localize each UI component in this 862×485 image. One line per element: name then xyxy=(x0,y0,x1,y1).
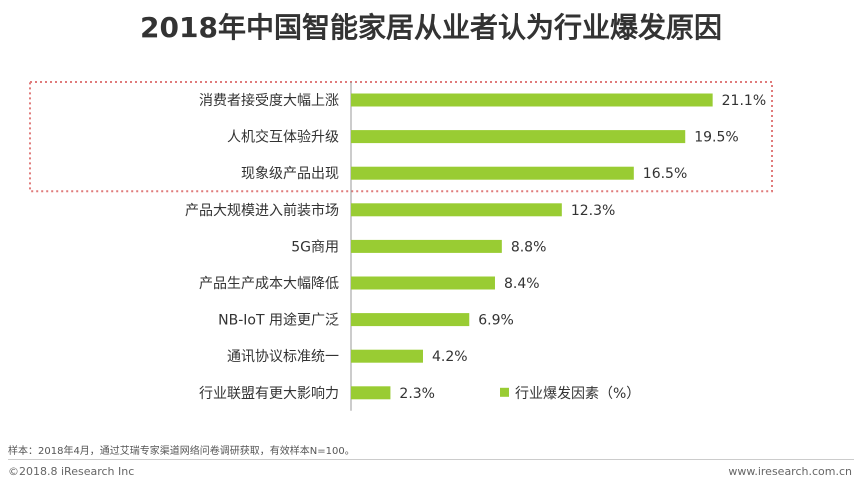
value-label: 2.3% xyxy=(399,386,435,402)
bar xyxy=(351,239,502,253)
value-label: 16.5% xyxy=(643,166,687,182)
value-label: 4.2% xyxy=(432,349,468,365)
legend-swatch xyxy=(500,387,509,397)
category-label: 现象级产品出现 xyxy=(241,166,339,182)
value-label: 12.3% xyxy=(571,203,615,219)
category-label: 产品大规模进入前装市场 xyxy=(185,202,339,219)
sample-note: 样本：2018年4月，通过艾瑞专家渠道网络问卷调研获取，有效样本N=100。 xyxy=(8,446,355,457)
bar xyxy=(351,349,423,363)
bar xyxy=(351,166,634,180)
value-label: 6.9% xyxy=(478,313,514,329)
category-label: 人机交互体验升级 xyxy=(227,129,339,146)
bar xyxy=(351,130,686,144)
bar xyxy=(351,93,713,107)
value-label: 8.4% xyxy=(504,276,540,292)
bar xyxy=(351,386,391,400)
footer-divider xyxy=(8,459,854,460)
bar xyxy=(351,313,470,327)
bar xyxy=(351,203,562,217)
legend-label: 行业爆发因素（%） xyxy=(515,386,640,402)
value-label: 8.8% xyxy=(511,239,547,255)
category-label: 产品生产成本大幅降低 xyxy=(199,276,339,292)
bar-chart: 消费者接受度大幅上涨 21.1% 人机交互体验升级 19.5% 现象级产品出现 16.5%… xyxy=(29,81,773,411)
value-label: 19.5% xyxy=(694,130,738,146)
copyright: ©2018.8 iResearch Inc xyxy=(8,465,135,478)
category-label: 行业联盟有更大影响力 xyxy=(199,386,339,402)
highlight-box xyxy=(29,81,773,193)
chart-title: 2018年中国智能家居从业者认为行业爆发原因 xyxy=(140,11,722,44)
category-label: 5G商用 xyxy=(291,239,339,255)
bar xyxy=(351,276,495,290)
value-label: 21.1% xyxy=(722,93,766,109)
category-label: 通讯协议标准统一 xyxy=(227,349,339,365)
category-label: NB-IoT 用途更广泛 xyxy=(218,312,339,329)
category-label: 消费者接受度大幅上涨 xyxy=(199,92,339,109)
website: www.iresearch.com.cn xyxy=(728,465,852,478)
